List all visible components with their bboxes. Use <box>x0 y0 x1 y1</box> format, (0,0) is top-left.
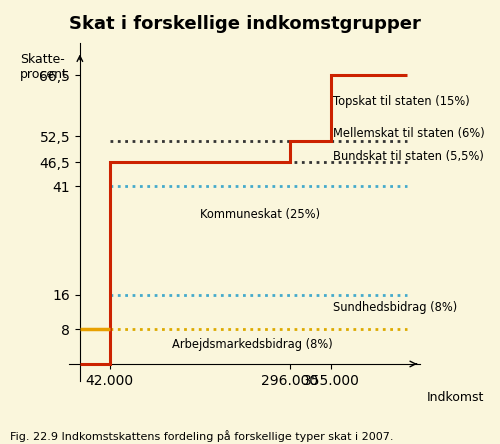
Text: Indkomst: Indkomst <box>427 392 484 404</box>
Text: Bundskat til staten (5,5%): Bundskat til staten (5,5%) <box>334 150 484 163</box>
Text: Topskat til staten (15%): Topskat til staten (15%) <box>334 95 470 108</box>
Text: Arbejdsmarkedsbidrag (8%): Arbejdsmarkedsbidrag (8%) <box>172 338 332 351</box>
Text: Mellemskat til staten (6%): Mellemskat til staten (6%) <box>334 127 485 140</box>
Title: Skat i forskellige indkomstgrupper: Skat i forskellige indkomstgrupper <box>68 15 420 33</box>
Text: Sundhedsbidrag (8%): Sundhedsbidrag (8%) <box>334 301 458 314</box>
Text: Kommuneskat (25%): Kommuneskat (25%) <box>200 208 320 221</box>
Text: Fig. 22.9 Indkomstskattens fordeling på forskellige typer skat i 2007.: Fig. 22.9 Indkomstskattens fordeling på … <box>10 430 394 442</box>
Text: Skatte-
procent: Skatte- procent <box>20 53 68 81</box>
